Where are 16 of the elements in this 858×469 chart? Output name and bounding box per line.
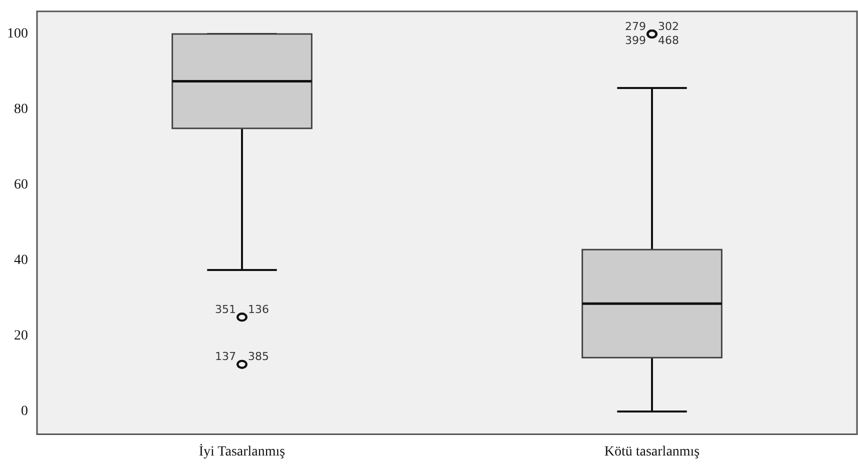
annotation: 136 [248,303,269,316]
annotation: 468 [658,34,679,47]
x-tick-label: İyi Tasarlanmış [198,443,286,460]
annotation: 279 [625,20,646,33]
y-tick-label: 100 [7,26,28,42]
annotation: 137 [215,350,236,364]
x-tick-label: Kötü tasarlanmış [604,444,700,460]
annotation: 385 [248,350,269,364]
annotation: 351 [215,303,236,316]
annotation: 302 [658,20,679,33]
annotation: 399 [625,34,646,47]
y-tick-label: 0 [21,404,28,420]
y-tick-label: 40 [14,253,28,268]
y-tick-label: 20 [14,328,28,344]
y-tick-label: 80 [14,102,28,118]
y-tick-label: 60 [14,178,28,193]
